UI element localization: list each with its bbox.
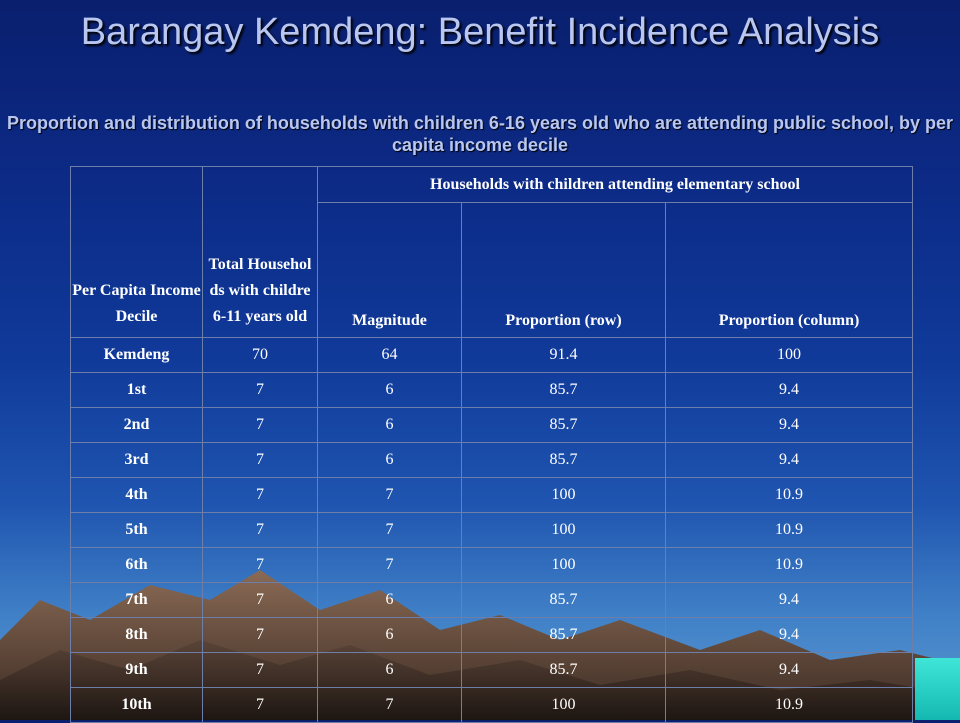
cell-total: 7	[202, 407, 318, 443]
header-total-households: Total Househol ds with childre 6-11 year…	[202, 166, 318, 338]
cell-proportion-row: 85.7	[461, 582, 666, 618]
cell-proportion-column: 10.9	[665, 477, 913, 513]
cell-total: 7	[202, 652, 318, 688]
cell-total: 7	[202, 372, 318, 408]
cell-proportion-column: 9.4	[665, 582, 913, 618]
cell-decile: 10th	[70, 687, 203, 723]
cell-proportion-column: 10.9	[665, 512, 913, 548]
cell-proportion-column: 9.4	[665, 442, 913, 478]
cell-total: 7	[202, 687, 318, 723]
cell-proportion-column: 9.4	[665, 407, 913, 443]
cell-magnitude: 6	[317, 442, 462, 478]
cell-proportion-column: 9.4	[665, 652, 913, 688]
cell-decile: 7th	[70, 582, 203, 618]
cell-proportion-row: 100	[461, 547, 666, 583]
cell-decile: 6th	[70, 547, 203, 583]
cell-magnitude: 6	[317, 617, 462, 653]
table-row: 9th 7 6 85.7 9.4	[70, 652, 913, 688]
cell-proportion-column: 100	[665, 337, 913, 373]
table-row: 1st 7 6 85.7 9.4	[70, 372, 913, 408]
cell-magnitude: 6	[317, 372, 462, 408]
header-proportion-row: Proportion (row)	[461, 202, 666, 338]
cell-magnitude: 7	[317, 547, 462, 583]
cell-proportion-row: 85.7	[461, 407, 666, 443]
cell-decile: 9th	[70, 652, 203, 688]
cell-proportion-column: 10.9	[665, 687, 913, 723]
table-row: 8th 7 6 85.7 9.4	[70, 617, 913, 653]
cell-total: 70	[202, 337, 318, 373]
slide-title: Barangay Kemdeng: Benefit Incidence Anal…	[80, 11, 880, 53]
table-row: 3rd 7 6 85.7 9.4	[70, 442, 913, 478]
cell-total: 7	[202, 442, 318, 478]
cell-magnitude: 6	[317, 582, 462, 618]
cell-proportion-column: 9.4	[665, 372, 913, 408]
cell-decile: 1st	[70, 372, 203, 408]
cell-magnitude: 7	[317, 687, 462, 723]
cell-magnitude: 7	[317, 477, 462, 513]
header-decile: Per Capita Income Decile	[70, 166, 203, 338]
table-row: 4th 7 7 100 10.9	[70, 477, 913, 513]
cell-proportion-row: 85.7	[461, 617, 666, 653]
cell-proportion-row: 100	[461, 477, 666, 513]
header-group-elementary: Households with children attending eleme…	[317, 166, 913, 203]
cell-decile: 8th	[70, 617, 203, 653]
cell-proportion-row: 100	[461, 687, 666, 723]
cell-magnitude: 6	[317, 652, 462, 688]
slide-subtitle: Proportion and distribution of household…	[6, 113, 954, 155]
table-row: 10th 7 7 100 10.9	[70, 687, 913, 723]
cell-proportion-column: 10.9	[665, 547, 913, 583]
cell-decile: 5th	[70, 512, 203, 548]
table-row: 2nd 7 6 85.7 9.4	[70, 407, 913, 443]
cell-proportion-row: 91.4	[461, 337, 666, 373]
cell-magnitude: 64	[317, 337, 462, 373]
header-proportion-column: Proportion (column)	[665, 202, 913, 338]
cell-total: 7	[202, 547, 318, 583]
cell-total: 7	[202, 512, 318, 548]
table-row: 6th 7 7 100 10.9	[70, 547, 913, 583]
table-row: 7th 7 6 85.7 9.4	[70, 582, 913, 618]
cell-proportion-column: 9.4	[665, 617, 913, 653]
cell-proportion-row: 85.7	[461, 442, 666, 478]
table-row: 5th 7 7 100 10.9	[70, 512, 913, 548]
header-magnitude: Magnitude	[317, 202, 462, 338]
cell-magnitude: 6	[317, 407, 462, 443]
cell-decile: 2nd	[70, 407, 203, 443]
cell-decile: 4th	[70, 477, 203, 513]
cell-total: 7	[202, 582, 318, 618]
data-table: Per Capita Income Decile Total Househol …	[70, 166, 913, 723]
cell-decile: 3rd	[70, 442, 203, 478]
cell-total: 7	[202, 477, 318, 513]
cell-magnitude: 7	[317, 512, 462, 548]
cell-decile: Kemdeng	[70, 337, 203, 373]
cell-total: 7	[202, 617, 318, 653]
cell-proportion-row: 85.7	[461, 652, 666, 688]
cell-proportion-row: 85.7	[461, 372, 666, 408]
cell-proportion-row: 100	[461, 512, 666, 548]
table-row: Kemdeng 70 64 91.4 100	[70, 337, 913, 373]
table-body: Kemdeng 70 64 91.4 100 1st 7 6 85.7 9.4 …	[70, 337, 913, 723]
